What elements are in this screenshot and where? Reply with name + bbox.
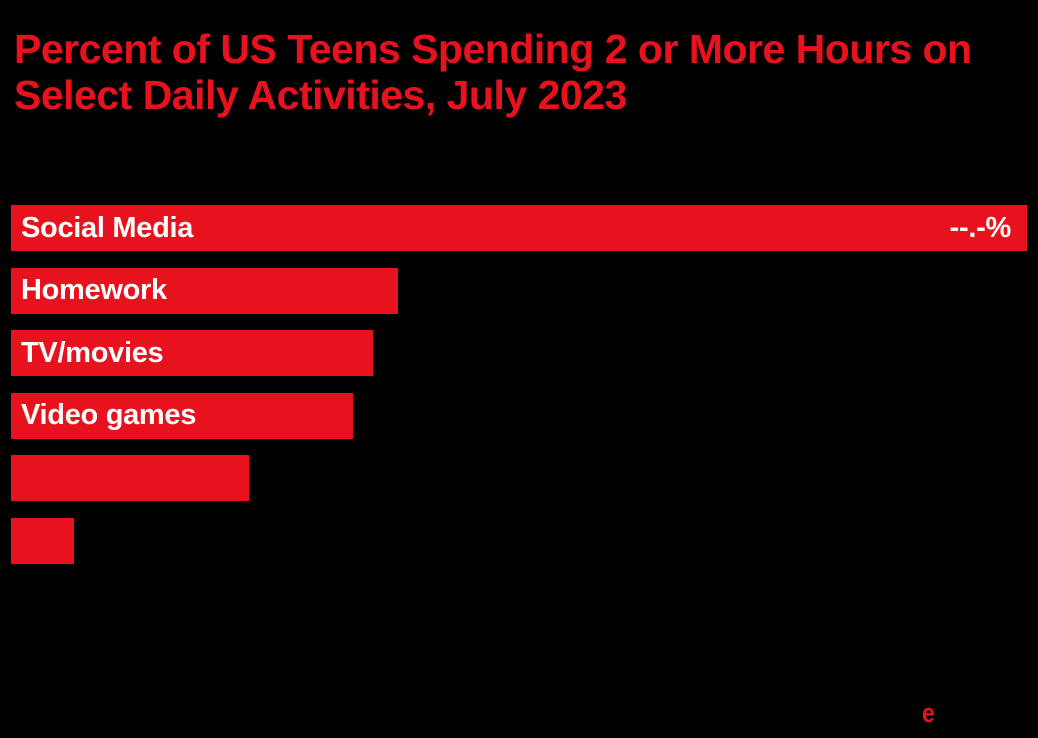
bar	[11, 517, 74, 564]
chart-title: Percent of US Teens Spending 2 or More H…	[14, 26, 972, 118]
bar: Video games	[11, 392, 353, 439]
bar-label: Video games	[21, 399, 197, 431]
bar-label: Homework	[21, 274, 167, 306]
bar-value-label: --.-%	[949, 211, 1012, 244]
bar	[11, 455, 249, 501]
bar: Homework	[11, 267, 398, 314]
emarketer-logo-e-icon: e	[922, 698, 935, 728]
bar: Social Media --.-%	[11, 205, 1027, 251]
chart-title-line-2: Select Daily Activities, July 2023	[14, 72, 627, 118]
bar: TV/movies	[11, 330, 373, 376]
bar-label: Social Media	[21, 211, 194, 244]
bar-label: TV/movies	[21, 336, 164, 369]
bar-group: Social Media --.-% Homework TV/movies Vi…	[11, 205, 1027, 564]
chart-title-line-1: Percent of US Teens Spending 2 or More H…	[14, 26, 972, 72]
